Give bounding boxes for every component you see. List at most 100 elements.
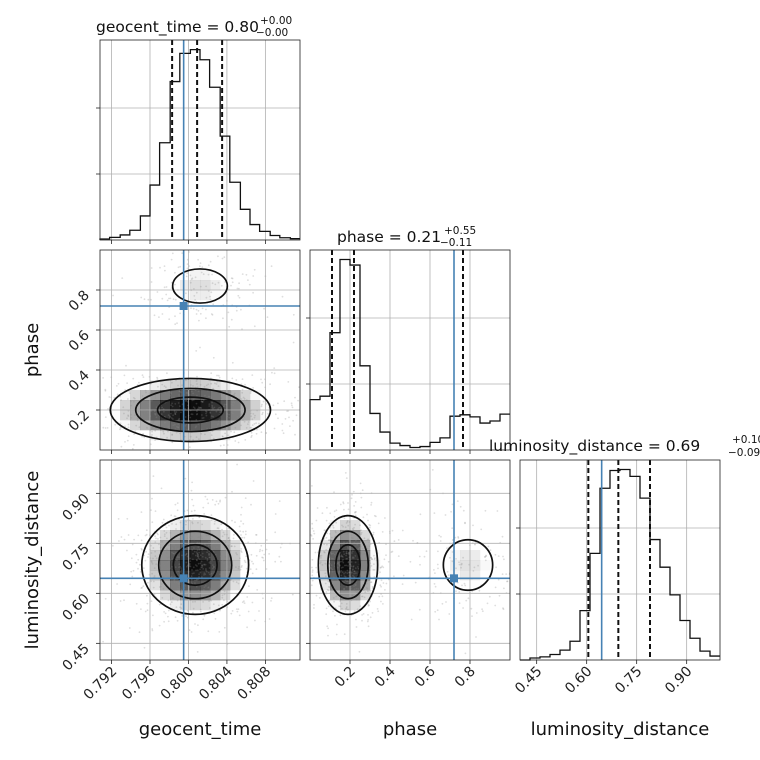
sample-point: [198, 573, 201, 576]
sample-point: [363, 596, 366, 599]
sample-point: [378, 595, 381, 598]
sample-point: [154, 395, 157, 397]
sample-point: [147, 553, 150, 556]
sample-point: [193, 288, 195, 290]
density-cell: [470, 550, 481, 561]
sample-point: [433, 512, 436, 514]
sample-point: [146, 427, 148, 429]
sample-point: [360, 545, 362, 548]
sample-point: [228, 325, 231, 328]
sample-point: [340, 570, 343, 572]
sample-point: [153, 410, 156, 413]
sample-point: [191, 498, 194, 501]
sample-point: [154, 439, 157, 441]
sample-point: [358, 549, 360, 552]
sample-point: [328, 522, 331, 525]
sample-point: [150, 552, 153, 554]
sample-point: [195, 419, 198, 421]
sample-point: [326, 625, 329, 628]
sample-point: [208, 573, 211, 576]
sample-point: [194, 564, 197, 566]
sample-point: [236, 610, 239, 613]
sample-point: [467, 597, 470, 600]
sample-point: [270, 600, 272, 602]
density-cell: [170, 410, 181, 421]
sample-point: [502, 555, 504, 558]
sample-point: [265, 539, 268, 541]
sample-point: [135, 553, 138, 556]
sample-point: [352, 568, 354, 570]
sample-point: [220, 523, 223, 526]
sample-point: [251, 560, 253, 563]
sample-point: [371, 587, 374, 590]
sample-point: [192, 439, 195, 441]
sample-point: [141, 548, 143, 551]
sample-point: [433, 583, 436, 585]
sample-point: [333, 553, 336, 556]
sample-point: [232, 400, 235, 403]
sample-point: [194, 554, 197, 557]
sample-point: [156, 532, 159, 535]
sample-point: [371, 612, 374, 614]
sample-point: [361, 614, 363, 616]
sample-point: [213, 612, 216, 615]
truth-marker: [450, 574, 458, 583]
sample-point: [112, 544, 114, 547]
sample-point: [130, 570, 133, 573]
sample-point: [176, 425, 178, 428]
sample-point: [423, 555, 426, 558]
sample-point: [164, 612, 167, 615]
sample-point: [332, 552, 335, 555]
sample-point: [350, 497, 353, 500]
sample-point: [263, 553, 266, 556]
sample-point: [173, 581, 176, 583]
sample-point: [190, 578, 193, 581]
sample-point: [327, 627, 329, 630]
sample-point: [174, 323, 177, 326]
sample-point: [382, 603, 384, 605]
sample-point: [196, 375, 198, 378]
sample-point: [414, 581, 417, 584]
sample-point: [132, 444, 135, 446]
sample-point: [366, 538, 369, 541]
sample-point: [494, 604, 497, 607]
sample-point: [339, 600, 341, 602]
sample-point: [355, 618, 357, 621]
density-cell: [200, 600, 211, 611]
contour-line: [172, 543, 218, 587]
density-cell: [230, 410, 241, 421]
sample-point: [451, 503, 454, 506]
density-cell: [150, 430, 161, 441]
sample-point: [313, 532, 316, 535]
sample-point: [174, 547, 177, 550]
sample-point: [164, 269, 166, 272]
sample-point: [170, 575, 173, 578]
sample-point: [339, 605, 342, 608]
sample-point: [169, 412, 172, 415]
density-cell: [230, 540, 241, 551]
sample-point: [352, 566, 355, 568]
sample-point: [472, 524, 474, 527]
sample-point: [198, 595, 201, 598]
sample-point: [289, 425, 291, 427]
sample-point: [357, 558, 359, 561]
sample-point: [369, 600, 371, 603]
sample-point: [412, 539, 414, 542]
sample-point: [166, 548, 168, 551]
sample-point: [328, 539, 330, 542]
sample-point: [160, 585, 162, 588]
sample-point: [192, 611, 194, 614]
sample-point: [347, 608, 350, 611]
sample-point: [239, 402, 241, 405]
density-cell: [340, 520, 351, 531]
sample-point: [199, 285, 202, 288]
sample-point: [365, 586, 368, 589]
sample-point: [250, 503, 252, 506]
sample-point: [333, 516, 336, 518]
sample-point: [188, 586, 191, 588]
sample-point: [177, 587, 180, 590]
sample-point: [207, 571, 210, 574]
sample-point: [208, 607, 211, 609]
density-cell: [210, 280, 221, 291]
density-cell: [330, 540, 341, 551]
